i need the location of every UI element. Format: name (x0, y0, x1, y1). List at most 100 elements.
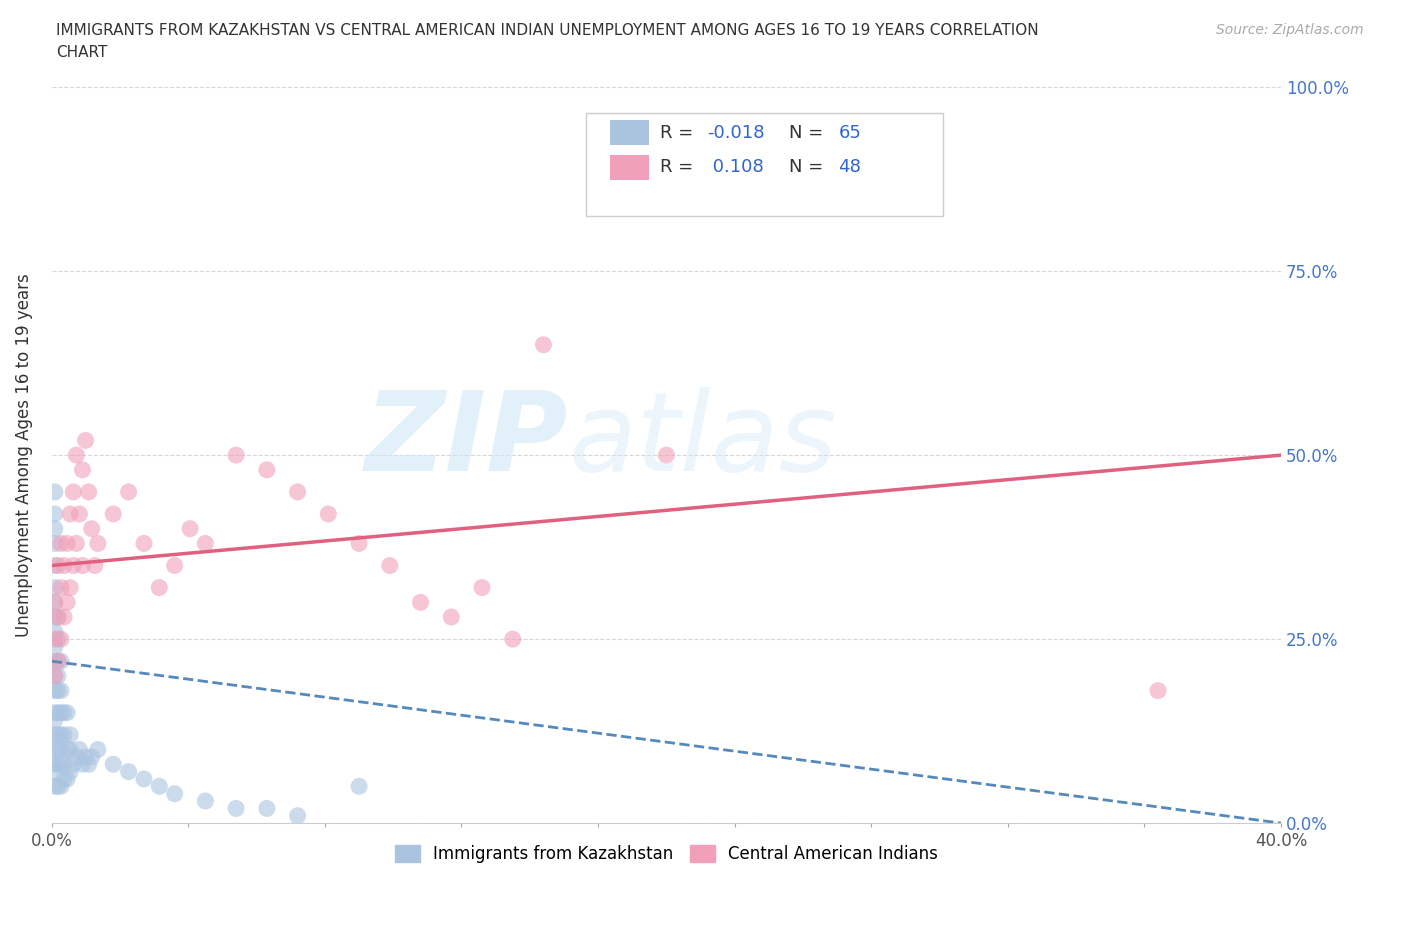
Point (49, 684, 72, 698)
Point (62, 757, 84, 772)
Point (471, 580, 494, 595)
Point (53, 558, 76, 573)
Point (225, 801, 247, 816)
Point (46, 654, 69, 669)
Point (59, 764, 82, 779)
Point (103, 507, 125, 522)
Point (53, 705, 76, 720)
Point (53, 609, 76, 624)
Point (44, 779, 66, 794)
Point (75, 750, 97, 764)
Point (103, 757, 125, 772)
Y-axis label: Unemployment Among Ages 16 to 19 years: Unemployment Among Ages 16 to 19 years (15, 273, 32, 637)
Point (44, 705, 66, 720)
Point (117, 764, 139, 779)
Point (225, 447, 247, 462)
Point (46, 742, 69, 757)
Point (655, 447, 678, 462)
FancyBboxPatch shape (610, 120, 650, 145)
Text: 65: 65 (838, 124, 862, 141)
Point (46, 684, 69, 698)
Point (46, 609, 69, 624)
Point (67, 742, 90, 757)
Point (53, 727, 76, 742)
Point (44, 654, 66, 669)
Point (163, 558, 186, 573)
Point (117, 485, 139, 499)
Point (44, 580, 66, 595)
Point (287, 808, 309, 823)
Point (87, 742, 110, 757)
Point (44, 639, 66, 654)
Point (533, 338, 555, 352)
Point (56, 536, 79, 551)
Point (65, 750, 87, 764)
Point (49, 631, 72, 646)
Point (194, 793, 217, 808)
Point (75, 433, 97, 448)
Point (44, 684, 66, 698)
Point (56, 705, 79, 720)
Text: ZIP: ZIP (364, 387, 568, 494)
Point (46, 631, 69, 646)
Point (132, 536, 155, 551)
Point (53, 757, 76, 772)
Point (49, 536, 72, 551)
Point (44, 507, 66, 522)
Text: CHART: CHART (56, 45, 108, 60)
Point (44, 558, 66, 573)
Text: N =: N = (789, 158, 830, 177)
Point (440, 609, 463, 624)
Text: -0.018: -0.018 (707, 124, 765, 141)
Point (44, 764, 66, 779)
Point (46, 609, 69, 624)
Point (77, 757, 100, 772)
Point (80, 522, 103, 537)
Point (44, 727, 66, 742)
Point (409, 595, 432, 610)
Point (148, 779, 170, 794)
Point (347, 779, 370, 794)
Point (44, 595, 66, 610)
Point (46, 558, 69, 573)
Text: 48: 48 (838, 158, 862, 177)
Text: IMMIGRANTS FROM KAZAKHSTAN VS CENTRAL AMERICAN INDIAN UNEMPLOYMENT AMONG AGES 16: IMMIGRANTS FROM KAZAKHSTAN VS CENTRAL AM… (56, 23, 1039, 38)
Point (62, 558, 84, 573)
Point (46, 727, 69, 742)
Point (44, 624, 66, 639)
Point (56, 742, 79, 757)
Point (46, 669, 69, 684)
Point (44, 712, 66, 727)
Point (87, 536, 110, 551)
Point (44, 669, 66, 684)
Text: R =: R = (661, 124, 699, 141)
Point (44, 522, 66, 537)
Point (49, 654, 72, 669)
Point (56, 772, 79, 787)
Point (65, 536, 87, 551)
Point (46, 654, 69, 669)
Point (378, 558, 401, 573)
Point (65, 447, 87, 462)
Point (808, 116, 831, 131)
Point (148, 580, 170, 595)
Point (502, 631, 524, 646)
Point (44, 485, 66, 499)
Point (49, 727, 72, 742)
Point (80, 750, 103, 764)
FancyBboxPatch shape (610, 154, 650, 179)
Point (59, 742, 82, 757)
Point (1147, 684, 1170, 698)
Point (44, 631, 66, 646)
Point (46, 779, 69, 794)
Point (44, 669, 66, 684)
Point (56, 595, 79, 610)
Point (256, 801, 278, 816)
Point (83, 558, 105, 573)
Point (77, 485, 100, 499)
FancyBboxPatch shape (586, 113, 943, 216)
Text: Source: ZipAtlas.com: Source: ZipAtlas.com (1216, 23, 1364, 37)
Point (49, 705, 72, 720)
Point (72, 558, 94, 573)
Text: R =: R = (661, 158, 699, 177)
